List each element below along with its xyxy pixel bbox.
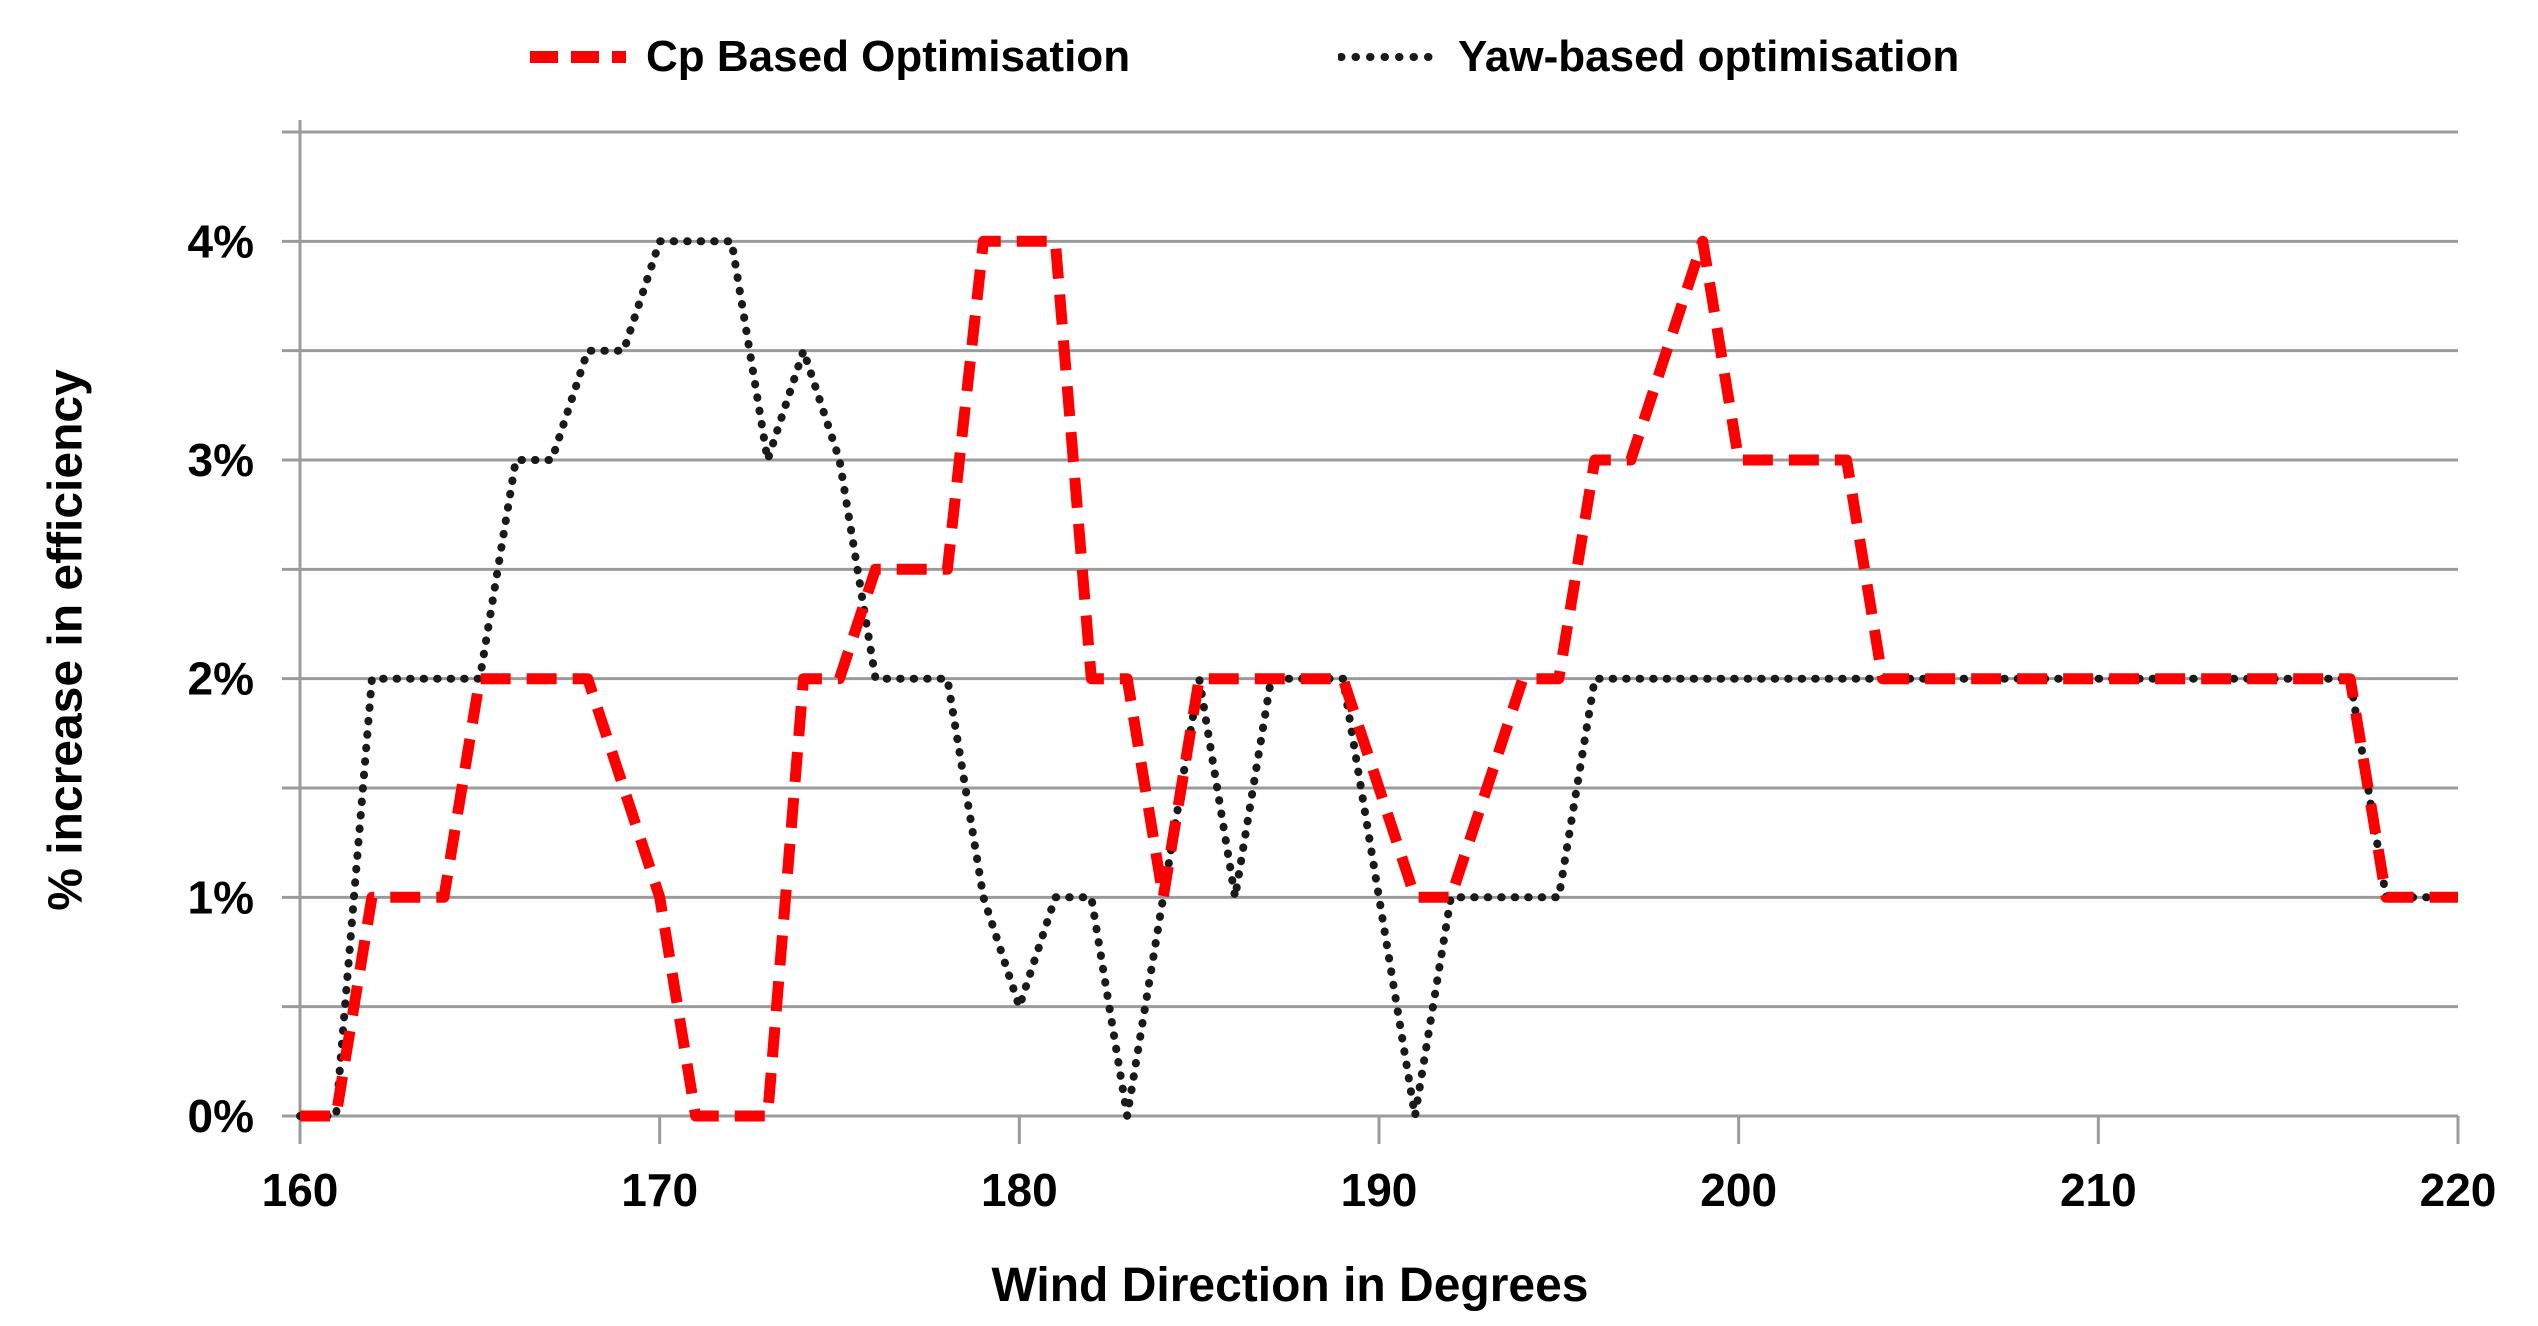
red-dashed-line-icon bbox=[530, 51, 626, 63]
y-tick-label: 4% bbox=[188, 215, 254, 267]
x-tick-label: 170 bbox=[621, 1164, 698, 1216]
x-tick-label: 180 bbox=[981, 1164, 1058, 1216]
x-tick-label: 210 bbox=[2060, 1164, 2137, 1216]
legend-label-yaw-based: Yaw-based optimisation bbox=[1458, 32, 1960, 81]
series-line-yaw-based bbox=[296, 237, 2462, 1120]
x-tick-label: 200 bbox=[1700, 1164, 1777, 1216]
y-tick-label: 3% bbox=[188, 434, 254, 486]
series-line-cp-based bbox=[300, 235, 2458, 1122]
legend-item-yaw-based: Yaw-based optimisation bbox=[1338, 30, 1959, 84]
x-axis-title: Wind Direction in Degrees bbox=[991, 1259, 1589, 1312]
legend-label-cp-based: Cp Based Optimisation bbox=[646, 32, 1131, 81]
y-axis-title: % increase in efficiency bbox=[39, 369, 93, 911]
black-dotted-line-icon bbox=[1338, 53, 1438, 61]
legend-item-cp-based: Cp Based Optimisation bbox=[530, 30, 1130, 84]
x-tick-label: 220 bbox=[2420, 1164, 2497, 1216]
x-tick-label: 160 bbox=[262, 1164, 339, 1216]
y-tick-label: 1% bbox=[188, 871, 254, 923]
y-tick-label: 0% bbox=[188, 1090, 254, 1142]
y-tick-label: 2% bbox=[188, 653, 254, 705]
x-tick-label: 190 bbox=[1341, 1164, 1418, 1216]
